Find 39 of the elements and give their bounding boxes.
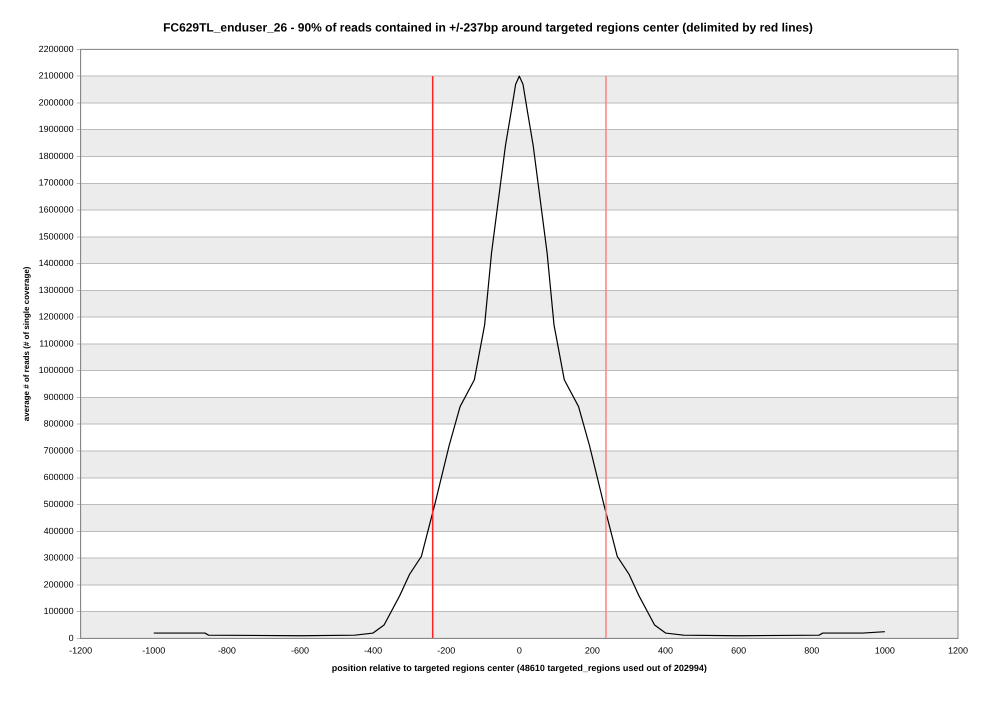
x-tick-label: -600 (290, 645, 309, 656)
chart-title: FC629TL_enduser_26 - 90% of reads contained in +/-237bp around targeted regions center (delimited by red lines) (163, 20, 813, 35)
y-tick-label: 500000 (44, 499, 74, 510)
y-tick-label: 1800000 (38, 150, 74, 161)
x-axis-title: position relative to targeted regions center (48610 targeted_regions used out of 202994) (332, 663, 707, 674)
x-tick-label: 1000 (874, 645, 895, 656)
y-tick-label: 800000 (44, 418, 74, 429)
y-tick-label: 300000 (44, 552, 74, 563)
y-tick-label: 2200000 (38, 44, 74, 54)
y-tick-label: 1700000 (38, 178, 74, 188)
y-tick-label: 1500000 (38, 231, 74, 242)
y-tick-label: 600000 (44, 472, 74, 482)
x-tick-label: 0 (516, 645, 522, 656)
y-tick-label: 1400000 (38, 258, 74, 268)
y-tick-label: 400000 (44, 526, 74, 536)
y-tick-label: 2100000 (38, 70, 74, 81)
y-tick-label: 900000 (44, 392, 74, 402)
x-tick-label: -1200 (69, 645, 92, 656)
y-tick-label: 1900000 (38, 124, 74, 134)
y-tick-label: 0 (68, 632, 74, 643)
y-tick-label: 2000000 (38, 97, 74, 108)
x-tick-label: -1000 (142, 645, 166, 656)
y-tick-label: 1100000 (39, 338, 74, 348)
x-tick-label: 600 (731, 645, 746, 656)
y-tick-label: 1600000 (38, 204, 74, 215)
y-tick-label: 700000 (44, 445, 74, 456)
y-axis-title: average # of reads (# of single coverage) (22, 266, 32, 422)
y-tick-label: 200000 (44, 579, 74, 590)
y-tick-label: 1200000 (38, 312, 74, 322)
x-tick-label: -800 (218, 645, 236, 656)
x-tick-label: 800 (804, 645, 820, 656)
x-tick-label: 200 (584, 645, 600, 656)
y-tick-label: 100000 (44, 606, 74, 616)
y-tick-label: 1300000 (38, 284, 74, 295)
y-tick-label: 1000000 (38, 365, 74, 376)
x-tick-label: 400 (658, 645, 674, 656)
x-tick-label: -400 (364, 645, 382, 656)
x-tick-label: -200 (437, 645, 456, 656)
x-tick-label: 1200 (948, 645, 968, 656)
